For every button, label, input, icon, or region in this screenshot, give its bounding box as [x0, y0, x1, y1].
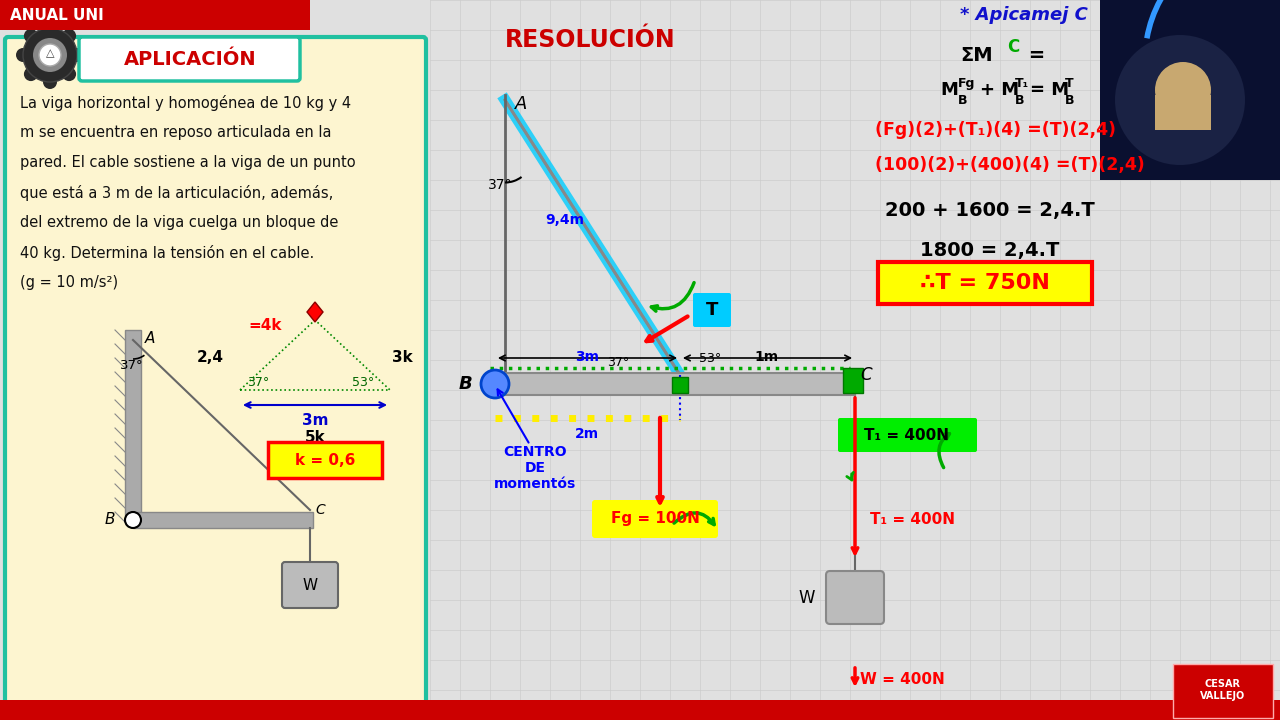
Text: del extremo de la viga cuelga un bloque de: del extremo de la viga cuelga un bloque … [20, 215, 338, 230]
Text: T₁: T₁ [1015, 76, 1029, 89]
Text: 2m: 2m [575, 427, 599, 441]
Text: 37°: 37° [607, 356, 630, 369]
Text: B: B [105, 513, 115, 528]
Text: T₁ = 400N: T₁ = 400N [864, 428, 950, 443]
Text: CENTRO
DE
momentós: CENTRO DE momentós [494, 445, 576, 492]
Text: ΣM: ΣM [960, 45, 992, 65]
Text: La viga horizontal y homogénea de 10 kg y 4: La viga horizontal y homogénea de 10 kg … [20, 95, 351, 111]
Text: CESAR
VALLEJO: CESAR VALLEJO [1201, 679, 1245, 701]
Text: ANUAL UNI: ANUAL UNI [10, 7, 104, 22]
Text: = M: = M [1030, 81, 1069, 99]
Text: 40 kg. Determina la tensión en el cable.: 40 kg. Determina la tensión en el cable. [20, 245, 315, 261]
FancyBboxPatch shape [5, 37, 426, 713]
Text: B: B [1015, 94, 1024, 107]
FancyBboxPatch shape [490, 373, 855, 395]
Bar [430, 710, 1280, 720]
Text: + M: + M [980, 81, 1019, 99]
Text: =: = [1021, 45, 1046, 65]
Text: T: T [1065, 76, 1074, 89]
Circle shape [1155, 62, 1211, 118]
FancyBboxPatch shape [268, 442, 381, 478]
Text: 53°: 53° [699, 351, 721, 364]
Text: APLICACIÓN: APLICACIÓN [124, 50, 256, 68]
Text: W = 400N: W = 400N [860, 672, 945, 688]
Text: m se encuentra en reposo articulada en la: m se encuentra en reposo articulada en l… [20, 125, 332, 140]
Text: B: B [957, 94, 968, 107]
Text: 5k: 5k [305, 430, 325, 445]
Text: A: A [515, 95, 527, 113]
Bar [1100, 0, 1280, 180]
Text: que está a 3 m de la articulación, además,: que está a 3 m de la articulación, ademá… [20, 185, 333, 201]
Text: (Fg)(2)+(T₁)(4) =(T)(2,4): (Fg)(2)+(T₁)(4) =(T)(2,4) [876, 121, 1116, 139]
Bar [0, 0, 310, 30]
Circle shape [481, 370, 509, 398]
Text: (g = 10 m/s²): (g = 10 m/s²) [20, 275, 118, 290]
Circle shape [23, 28, 77, 82]
Text: Fg = 100N: Fg = 100N [611, 511, 699, 526]
Circle shape [63, 67, 76, 81]
Text: △: △ [46, 48, 54, 58]
FancyBboxPatch shape [1172, 664, 1274, 718]
Text: B: B [1065, 94, 1074, 107]
Circle shape [44, 21, 58, 35]
Circle shape [33, 38, 67, 72]
Text: 2,4: 2,4 [197, 349, 224, 364]
Text: W: W [302, 577, 317, 593]
Text: RESOLUCIÓN: RESOLUCIÓN [504, 28, 676, 52]
Circle shape [1115, 35, 1245, 165]
Text: W: W [799, 589, 815, 607]
Text: 37°: 37° [247, 376, 269, 389]
Text: Fg: Fg [957, 76, 975, 89]
FancyBboxPatch shape [826, 571, 884, 624]
Text: 1m: 1m [755, 350, 780, 364]
Text: C: C [315, 503, 325, 517]
FancyBboxPatch shape [838, 418, 977, 452]
Text: * Apicamej C: * Apicamej C [960, 6, 1088, 24]
Text: C: C [1007, 38, 1019, 56]
Circle shape [44, 75, 58, 89]
Circle shape [24, 67, 38, 81]
FancyBboxPatch shape [133, 512, 314, 528]
Text: 200 + 1600 = 2,4.T: 200 + 1600 = 2,4.T [884, 200, 1094, 220]
Circle shape [17, 48, 29, 62]
Text: pared. El cable sostiene a la viga de un punto: pared. El cable sostiene a la viga de un… [20, 155, 356, 170]
Text: B: B [458, 375, 472, 393]
FancyBboxPatch shape [282, 562, 338, 608]
Text: ∴T = 750N: ∴T = 750N [920, 273, 1050, 293]
Text: 37°: 37° [120, 359, 143, 372]
Text: 9,4m: 9,4m [545, 213, 585, 227]
Bar [1155, 95, 1211, 130]
Text: 3m: 3m [575, 350, 599, 364]
Text: 3k: 3k [392, 349, 412, 364]
Text: A: A [145, 330, 155, 346]
Circle shape [70, 48, 84, 62]
Text: 3m: 3m [302, 413, 328, 428]
Text: C: C [860, 366, 872, 384]
Text: 1800 = 2,4.T: 1800 = 2,4.T [920, 240, 1060, 259]
FancyBboxPatch shape [591, 500, 718, 538]
Polygon shape [307, 302, 323, 322]
Circle shape [63, 29, 76, 43]
FancyBboxPatch shape [692, 293, 731, 327]
Text: T: T [705, 301, 718, 319]
Text: 53°: 53° [352, 376, 374, 389]
FancyBboxPatch shape [79, 37, 300, 81]
Bar [844, 368, 863, 393]
Circle shape [38, 44, 61, 66]
Text: M: M [940, 81, 957, 99]
Text: (100)(2)+(400)(4) =(T)(2,4): (100)(2)+(400)(4) =(T)(2,4) [876, 156, 1144, 174]
Circle shape [125, 512, 141, 528]
Text: =4k: =4k [248, 318, 282, 333]
Circle shape [24, 29, 38, 43]
Text: 37°: 37° [488, 178, 512, 192]
Text: k = 0,6: k = 0,6 [294, 452, 355, 467]
Text: T₁ = 400N: T₁ = 400N [870, 513, 955, 528]
Bar [672, 377, 689, 393]
Bar [125, 330, 141, 520]
Bar [0, 700, 1280, 720]
FancyBboxPatch shape [878, 262, 1092, 304]
